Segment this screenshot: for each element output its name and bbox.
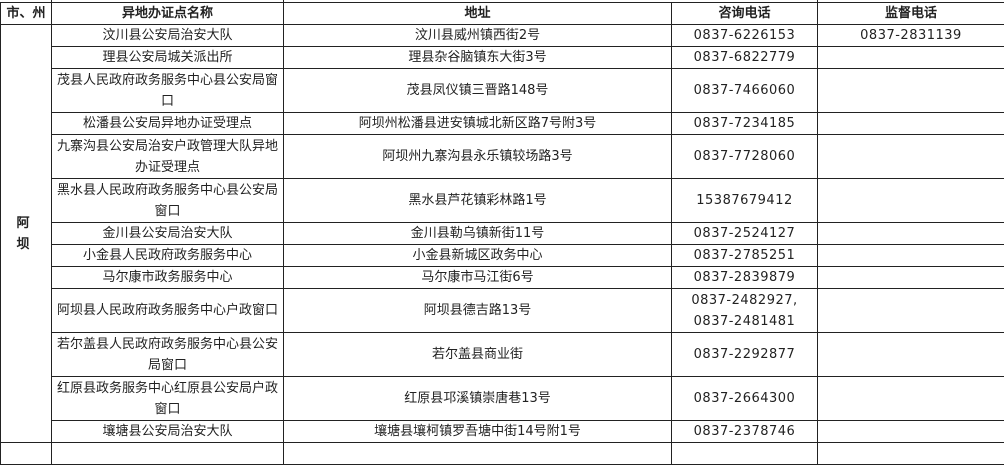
supervise-phone-cell: 0837-2831139 — [818, 25, 1004, 47]
office-name-cell: 汶川县公安局治安大队 — [52, 25, 284, 47]
phone-cell: 15387679412 — [672, 179, 818, 223]
phone-cell: 0837-7234185 — [672, 113, 818, 135]
empty-cell — [1, 443, 52, 465]
empty-cell — [284, 443, 672, 465]
header-name: 异地办证点名称 — [52, 3, 284, 25]
office-name-cell: 黑水县人民政府政务服务中心县公安局窗口 — [52, 179, 284, 223]
address-cell: 汶川县威州镇西街2号 — [284, 25, 672, 47]
office-name-cell: 红原县政务服务中心红原县公安局户政窗口 — [52, 377, 284, 421]
office-name-cell: 金川县公安局治安大队 — [52, 223, 284, 245]
office-name-cell: 理县公安局城关派出所 — [52, 47, 284, 69]
supervise-phone-cell — [818, 113, 1004, 135]
table-row — [1, 443, 1004, 465]
supervise-phone-cell — [818, 267, 1004, 289]
office-name-cell: 松潘县公安局异地办证受理点 — [52, 113, 284, 135]
office-name-cell: 马尔康市政务服务中心 — [52, 267, 284, 289]
phone-cell: 0837-6822779 — [672, 47, 818, 69]
supervise-phone-cell — [818, 179, 1004, 223]
header-city: 市、州 — [1, 3, 52, 25]
phone-cell: 0837-2785251 — [672, 245, 818, 267]
supervise-phone-cell — [818, 135, 1004, 179]
phone-cell: 0837-2839879 — [672, 267, 818, 289]
empty-cell — [818, 443, 1004, 465]
empty-cell — [672, 443, 818, 465]
address-cell: 茂县凤仪镇三晋路148号 — [284, 69, 672, 113]
address-cell: 壤塘县壤柯镇罗吾塘中街14号附1号 — [284, 421, 672, 443]
supervise-phone-cell — [818, 333, 1004, 377]
city-cell: 阿 坝 — [1, 25, 52, 443]
header-phone: 咨询电话 — [672, 3, 818, 25]
address-cell: 若尔盖县商业街 — [284, 333, 672, 377]
supervise-phone-cell — [818, 245, 1004, 267]
phone-cell: 0837-7728060 — [672, 135, 818, 179]
supervise-phone-cell — [818, 69, 1004, 113]
office-name-cell: 小金县人民政府政务服务中心 — [52, 245, 284, 267]
phone-cell: 0837-2482927, 0837-2481481 — [672, 289, 818, 333]
phone-cell: 0837-2664300 — [672, 377, 818, 421]
office-name-cell: 阿坝县人民政府政务服务中心户政窗口 — [52, 289, 284, 333]
address-cell: 理县杂谷脑镇东大街3号 — [284, 47, 672, 69]
address-cell: 阿坝州松潘县进安镇城北新区路7号附3号 — [284, 113, 672, 135]
phone-cell: 0837-6226153 — [672, 25, 818, 47]
address-cell: 阿坝州九寨沟县永乐镇较场路3号 — [284, 135, 672, 179]
address-cell: 马尔康市马江街6号 — [284, 267, 672, 289]
supervise-phone-cell — [818, 289, 1004, 333]
supervise-phone-cell — [818, 47, 1004, 69]
header-address: 地址 — [284, 3, 672, 25]
address-cell: 红原县邛溪镇崇唐巷13号 — [284, 377, 672, 421]
office-name-cell: 若尔盖县人民政府政务服务中心县公安局窗口 — [52, 333, 284, 377]
phone-cell: 0837-2524127 — [672, 223, 818, 245]
phone-cell: 0837-2292877 — [672, 333, 818, 377]
phone-cell: 0837-2378746 — [672, 421, 818, 443]
address-cell: 金川县勒乌镇新街11号 — [284, 223, 672, 245]
office-name-cell: 壤塘县公安局治安大队 — [52, 421, 284, 443]
supervise-phone-cell — [818, 223, 1004, 245]
supervise-phone-cell — [818, 377, 1004, 421]
office-name-cell: 茂县人民政府政务服务中心县公安局窗口 — [52, 69, 284, 113]
office-name-cell: 九寨沟县公安局治安户政管理大队异地办证受理点 — [52, 135, 284, 179]
address-cell: 小金县新城区政务中心 — [284, 245, 672, 267]
phone-cell: 0837-7466060 — [672, 69, 818, 113]
address-cell: 黑水县芦花镇彩林路1号 — [284, 179, 672, 223]
header-supervise: 监督电话 — [818, 3, 1004, 25]
empty-cell — [52, 443, 284, 465]
supervise-phone-cell — [818, 421, 1004, 443]
header-row: 市、州 异地办证点名称 地址 咨询电话 监督电话 — [1, 3, 1004, 25]
address-cell: 阿坝县德吉路13号 — [284, 289, 672, 333]
